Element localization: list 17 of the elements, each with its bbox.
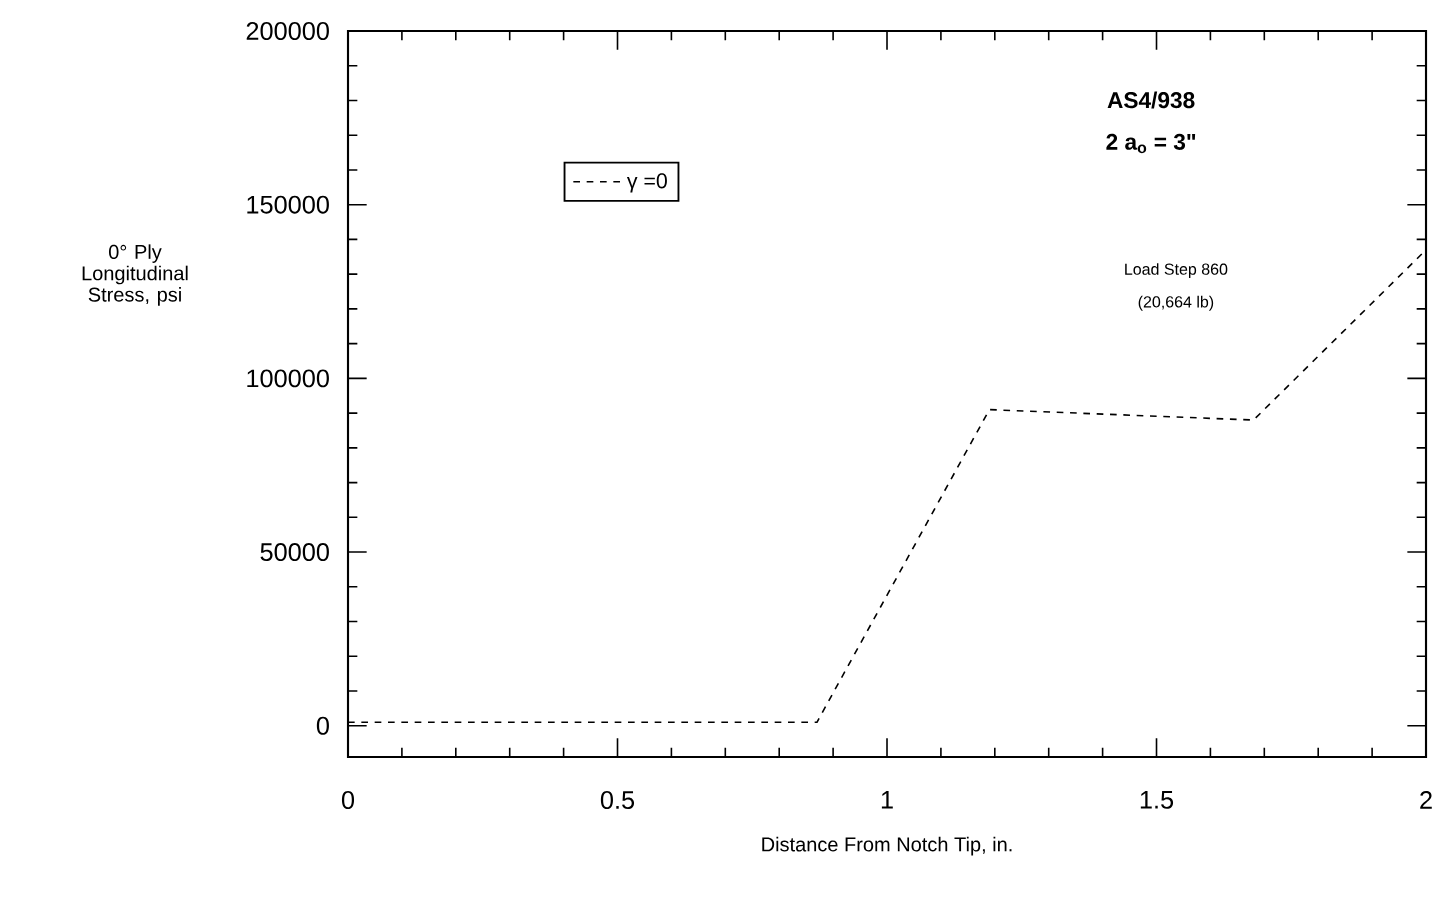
- y-tick-label: 150000: [247, 195, 329, 214]
- annotation: (20,664 lb): [1138, 295, 1214, 311]
- x-tick-label: 2: [1420, 791, 1432, 809]
- x-tick-label: 0.5: [600, 791, 635, 809]
- x-tick-label: 0: [341, 791, 355, 809]
- annotation: 2 a$_{o}$ = 3": [1106, 133, 1196, 154]
- annotation: Load Step 860: [1125, 263, 1228, 279]
- x-axis-title: Distance From Notch Tip, in.: [762, 836, 1012, 856]
- x-tick-label: 1: [881, 791, 893, 809]
- y-tick-label: 100000: [247, 369, 329, 388]
- legend-label: γ =0: [626, 173, 667, 193]
- y-tick-label: 50000: [260, 543, 329, 562]
- y-tick-label: 200000: [246, 22, 329, 40]
- annotation: AS4/938: [1107, 91, 1195, 109]
- x-tick-label: 1.5: [1140, 791, 1174, 809]
- y-tick-label: 0: [316, 716, 329, 735]
- y-axis-title: 0° Ply Longitudinal Stress, psi: [82, 244, 188, 306]
